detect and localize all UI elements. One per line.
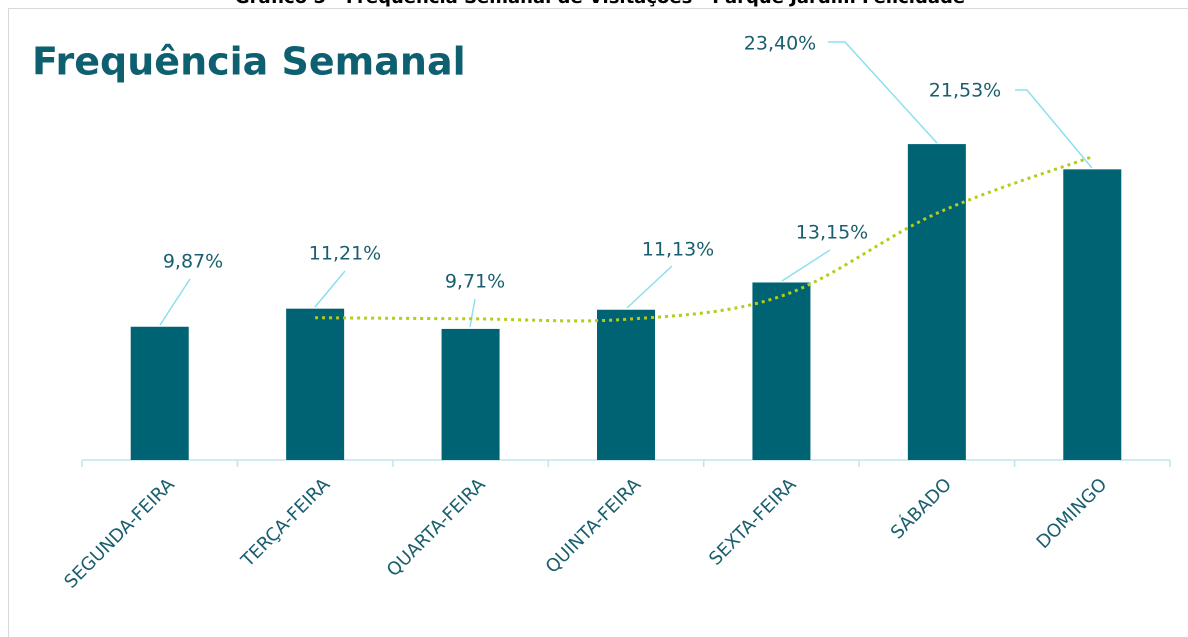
x-tick-label: SEGUNDA-FEIRA	[60, 474, 179, 593]
trendline	[315, 155, 1093, 323]
data-label: 11,21%	[309, 243, 381, 265]
bar	[907, 144, 966, 460]
chart-frame	[8, 8, 1188, 637]
bar	[752, 282, 811, 460]
bar	[130, 326, 189, 460]
data-label: 11,13%	[642, 239, 714, 261]
leader-line	[626, 265, 673, 309]
data-label: 13,15%	[796, 222, 868, 244]
x-tick-label: DOMINGO	[1033, 474, 1112, 553]
x-tick-label: QUINTA-FEIRA	[542, 474, 646, 578]
x-tick-label: SEXTA-FEIRA	[705, 474, 801, 570]
x-tick-label: SÁBADO	[886, 474, 956, 544]
data-label: 23,40%	[744, 33, 816, 55]
leader-line	[828, 41, 938, 144]
x-tick-label: QUARTA-FEIRA	[383, 474, 490, 581]
leader-line	[1015, 89, 1093, 169]
data-label: 9,71%	[445, 271, 505, 293]
bar	[597, 309, 655, 460]
data-label: 9,87%	[163, 251, 223, 273]
leader-line	[781, 249, 831, 282]
leader-line	[159, 278, 191, 326]
bar	[1063, 169, 1122, 460]
data-label: 21,53%	[929, 80, 1001, 102]
bar	[441, 328, 500, 460]
caption: Gráfico 5 - Frequência Semanal de Visita…	[235, 0, 965, 8]
leader-line	[314, 270, 346, 308]
chart-title: Frequência Semanal	[32, 40, 466, 84]
x-tick-label: TERÇA-FEIRA	[237, 474, 335, 572]
leader-line	[469, 298, 476, 328]
bar	[286, 308, 345, 460]
